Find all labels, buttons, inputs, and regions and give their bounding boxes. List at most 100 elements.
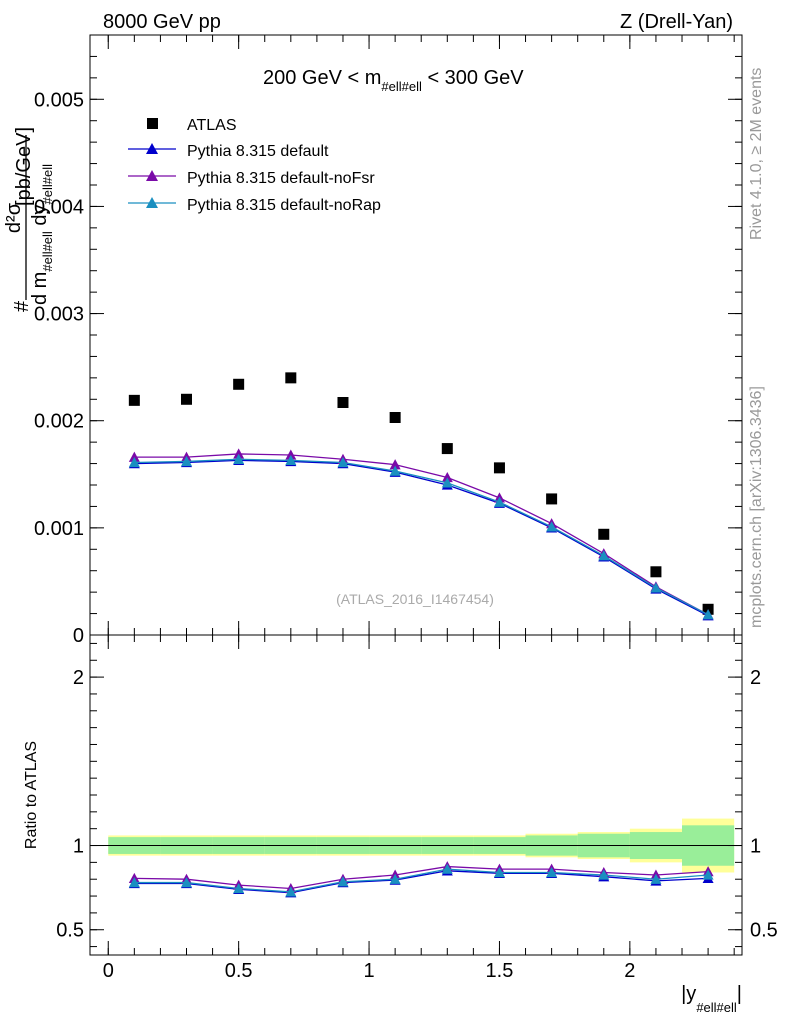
xlabel-post: | [737,983,742,1005]
legend: ATLAS Pythia 8.315 default Pythia 8.315 … [128,117,381,214]
ratio-point-2 [128,877,140,888]
xlabel: |y#ell#ell| [681,983,742,1015]
ylabel-unit: [pb/GeV] [13,127,35,206]
ratio-point-2 [546,866,558,878]
legend-marker-default [146,143,158,154]
mc-curve-2 [134,453,709,616]
xtick-label: 1.5 [486,960,514,982]
mc-point-2 [128,451,140,462]
atlas-data-point [598,528,610,540]
main-ytick-label: 0 [73,625,84,647]
legend-marker-nofsr [146,170,158,181]
xlabel-pre: |y [681,983,696,1005]
ylabel-den-sub1: #ell#ell [40,231,55,272]
ratio-point-2 [650,873,662,884]
mc-point-2 [441,472,453,483]
ylabel-denominator: d m#ell#ell dy#ell#ell [29,164,55,305]
ratio-marks [128,861,714,898]
main-ylabel: d²σ d m#ell#ell dy#ell#ell # [pb/GeV] [3,127,55,312]
main-ticks: 0 0.001 0.002 0.003 0.004 0.005 [34,34,742,647]
xtick-label: 0 [103,960,114,982]
ylabel-hash: # [11,300,33,312]
ratio-panel: 0.5 0.5 1 1 2 2 0 0.5 1 1.5 2 Ratio to ATLAS |y#el… [23,634,778,1015]
ratio-curve-0 [134,870,709,894]
mc-point-3 [546,521,558,532]
ratio-ylabel: Ratio to ATLAS [23,741,40,849]
atlas-data-point [389,412,401,423]
mc-point-3 [128,457,140,468]
ratio-ytick-label-right: 0.5 [750,920,778,942]
main-ytick-label: 0.003 [34,304,84,326]
mc-point-3 [493,496,505,507]
plot-title: 200 GeV < m#ell#ell < 300 GeV [263,67,524,94]
analysis-watermark: (ATLAS_2016_I1467454) [336,591,494,607]
main-ytick-label: 0.005 [34,89,84,111]
ratio-ticks: 0.5 0.5 1 1 2 2 0 0.5 1 1.5 2 [56,635,778,982]
ratio-point-2 [285,886,297,897]
main-ytick-label: 0.004 [34,196,84,218]
mc-point-2 [389,459,401,470]
atlas-data-point [337,397,349,408]
ratio-point-2 [441,863,453,874]
ratio-point-2 [180,877,192,888]
xlabel-sub: #ell#ell [696,1000,737,1015]
ratio-ytick-label: 2 [73,667,84,689]
ratio-point-2 [702,869,714,880]
main-marks [128,372,714,621]
ratio-point-2 [233,882,245,894]
xtick-label: 2 [624,960,635,982]
mc-point-3 [233,453,245,464]
mc-point-3 [598,550,610,561]
ratio-panel-frame [89,634,743,956]
legend-label-nofsr: Pythia 8.315 default-noFsr [187,170,375,187]
mc-point-3 [650,582,662,593]
plot-title-post: < 300 GeV [422,67,524,89]
mc-point-3 [441,477,453,488]
rivet-label: Rivet 4.1.0, ≥ 2M events [748,68,765,240]
legend-marker-norap [146,197,158,208]
atlas-data-point [233,378,245,390]
header-right: Z (Drell-Yan) [620,11,733,33]
atlas-data-point [650,566,662,578]
atlas-data-point [493,462,505,474]
ratio-ytick-label: 1 [73,836,84,858]
mc-point-2 [233,448,245,459]
mc-curve-3 [134,458,709,616]
ylabel-numerator: d²σ [3,202,25,233]
ylabel-den-d: d m [29,272,51,305]
ratio-curve-1 [134,865,709,890]
ratio-point-2 [493,866,505,878]
atlas-data-point [546,493,558,505]
plot-title-sub: #ell#ell [381,79,422,94]
mc-point-3 [285,454,297,466]
plot-title-pre: 200 GeV < m [263,67,381,89]
mcplots-label: mcplots.cern.ch [arXiv:1306.3436] [748,386,765,628]
xtick-label: 1 [363,960,374,982]
ylabel-den-dy: dy [29,204,51,231]
ratio-ytick-label-right: 2 [750,667,761,689]
ratio-point-2 [389,873,401,884]
mc-point-3 [389,465,401,476]
mc-point-3 [180,455,192,467]
legend-label-default: Pythia 8.315 default [187,143,329,160]
ratio-point-2 [337,876,349,887]
ylabel-den-sub2: #ell#ell [40,164,55,205]
atlas-data-point [128,394,140,406]
ratio-ytick-label: 0.5 [56,920,84,942]
xtick-label: 0.5 [225,960,253,982]
legend-marker-atlas [147,118,158,129]
mc-curve-1 [134,459,709,617]
mc-point-3 [702,609,714,620]
main-ytick-label: 0.002 [34,411,84,433]
mc-point-2 [285,449,297,460]
ratio-curve-2 [134,868,709,893]
atlas-data-point [441,443,453,455]
ratio-point-2 [598,869,610,880]
header-left: 8000 GeV pp [103,11,221,33]
legend-label-norap: Pythia 8.315 default-noRap [187,197,381,214]
main-ytick-label: 0.001 [34,518,84,540]
mc-point-3 [337,457,349,468]
ratio-ytick-label-right: 1 [750,836,761,858]
